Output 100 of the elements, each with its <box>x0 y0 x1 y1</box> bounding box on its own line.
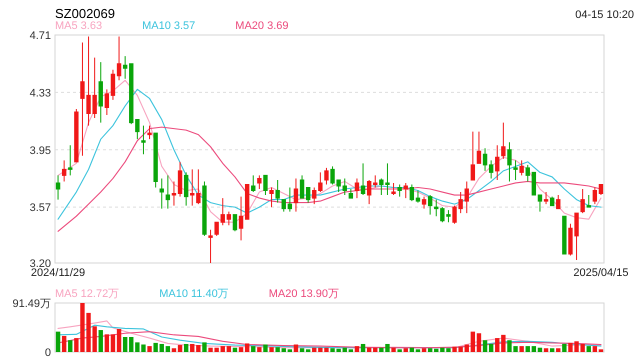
candlestick <box>324 167 329 185</box>
candlestick <box>98 62 103 124</box>
candlestick <box>495 144 500 180</box>
candlestick <box>202 180 207 236</box>
chart-title: SZ002069 <box>55 6 115 21</box>
candlestick <box>446 210 451 223</box>
bar <box>410 348 414 352</box>
candlestick <box>116 36 122 81</box>
bar <box>80 303 85 352</box>
bar <box>62 336 66 352</box>
y-tick-label: 4.71 <box>30 30 51 42</box>
bar <box>379 348 384 352</box>
bar <box>538 348 542 352</box>
candlestick <box>598 184 604 196</box>
bar <box>68 340 72 352</box>
candlestick <box>153 132 158 188</box>
candlestick <box>379 178 384 196</box>
candlestick <box>56 174 60 200</box>
candlestick <box>391 182 396 196</box>
bar <box>269 347 274 352</box>
y-tick-label: 91.49万 <box>12 298 51 310</box>
line-series <box>58 331 602 348</box>
candlestick <box>544 192 548 205</box>
candlestick <box>428 194 432 216</box>
candlestick <box>208 229 213 264</box>
bar <box>294 344 298 352</box>
text: MA10 3.57 <box>142 20 196 32</box>
bar <box>556 348 560 352</box>
bar <box>385 344 390 352</box>
candlestick <box>141 125 146 155</box>
text: 04-15 10:20 <box>575 9 634 21</box>
bar <box>360 344 366 352</box>
candlestick <box>80 42 85 156</box>
candlestick <box>476 131 482 164</box>
text: MA20 3.69 <box>235 20 288 32</box>
text: MA10 11.40万 <box>159 288 229 300</box>
candlestick <box>147 125 152 140</box>
x-tick-label: 2024/11/29 <box>30 267 86 279</box>
bar <box>263 344 268 352</box>
bar <box>568 342 573 352</box>
candlestick <box>104 88 110 116</box>
bar <box>586 346 591 352</box>
y-tick-label: 3.57 <box>30 202 51 214</box>
candlestick <box>586 194 591 208</box>
bar <box>476 333 482 352</box>
candlestick <box>562 216 567 254</box>
text: MA5 3.63 <box>55 20 102 32</box>
candlestick <box>501 122 506 160</box>
candlestick <box>397 184 402 198</box>
bar <box>147 346 152 352</box>
candlestick <box>275 179 280 204</box>
candlestick <box>232 214 238 232</box>
text: MA5 12.72万 <box>55 288 120 300</box>
bar <box>513 346 518 352</box>
candlestick <box>385 162 390 196</box>
text: MA20 13.90万 <box>268 288 340 300</box>
bar <box>519 346 524 352</box>
candlestick <box>257 174 262 190</box>
candlestick <box>470 131 476 180</box>
bar <box>141 344 146 352</box>
candlestick <box>519 160 524 176</box>
candlestick <box>410 184 414 202</box>
bar <box>110 334 116 352</box>
bar <box>391 348 396 352</box>
bar <box>550 348 554 352</box>
candlestick <box>68 144 72 176</box>
bar <box>178 345 182 352</box>
x-tick-label: 2025/04/15 <box>573 267 628 279</box>
bar <box>251 346 256 352</box>
candlestick <box>360 162 366 196</box>
candlestick <box>178 161 182 198</box>
y-tick-label: 4.33 <box>30 87 51 100</box>
bar <box>74 338 79 352</box>
candlestick <box>513 160 518 180</box>
candlestick <box>160 178 164 210</box>
candlestick <box>74 108 79 162</box>
bar <box>257 347 262 352</box>
candlestick <box>422 196 426 210</box>
y-tick-label: 0 <box>44 347 51 359</box>
candlestick <box>269 187 274 208</box>
bar <box>98 330 103 352</box>
candlestick <box>110 69 116 100</box>
candlestick <box>568 223 573 256</box>
candlestick <box>550 196 554 206</box>
candlestick <box>166 174 170 210</box>
bar <box>422 348 426 352</box>
bar <box>397 349 402 352</box>
candlestick <box>263 174 268 196</box>
y-tick-label: 3.95 <box>30 144 51 157</box>
candlestick <box>592 187 598 205</box>
line-series <box>58 324 602 348</box>
bar <box>116 328 122 352</box>
bar <box>354 346 360 352</box>
bar <box>562 344 567 352</box>
candlestick <box>574 212 579 260</box>
bar <box>56 332 60 352</box>
candlestick <box>538 194 542 212</box>
bar <box>184 344 188 352</box>
bar <box>592 346 598 352</box>
bar <box>404 348 408 352</box>
